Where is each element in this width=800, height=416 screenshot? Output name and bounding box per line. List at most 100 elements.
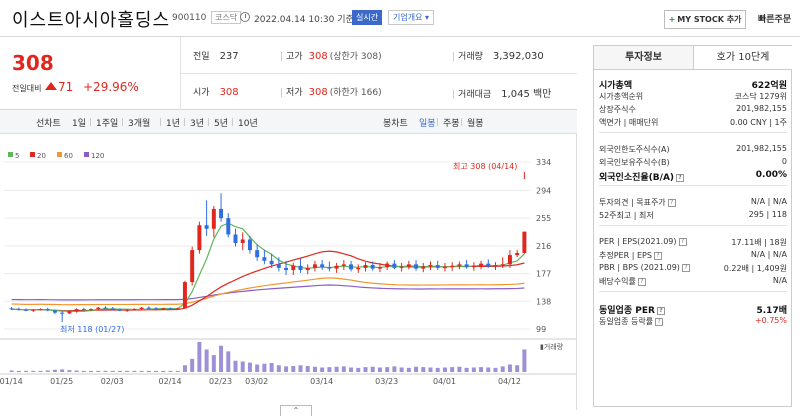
- volume-bar: [110, 370, 115, 372]
- info-label: 상장주식수: [599, 105, 636, 114]
- volume-bar: [515, 365, 520, 372]
- x-tick-label: 03/02: [245, 377, 268, 386]
- legend-label: 5: [15, 152, 19, 160]
- y-tick-label: 255: [536, 214, 551, 223]
- help-icon[interactable]: ?: [667, 198, 676, 207]
- candle-body: [52, 310, 57, 313]
- candle-body: [406, 264, 411, 267]
- candle-body: [363, 265, 368, 268]
- candle-body: [515, 252, 520, 256]
- volume-bar: [457, 366, 462, 372]
- tab-divider: [122, 118, 123, 126]
- candle-body: [255, 250, 260, 258]
- tab-candle-2[interactable]: 월봉: [467, 119, 484, 129]
- candle-body: [305, 267, 310, 271]
- volume-bar: [392, 366, 397, 372]
- panel-divider: [599, 132, 787, 133]
- tab-line-2[interactable]: 3개월: [128, 119, 151, 129]
- volume-bar: [125, 370, 130, 372]
- candle-body: [341, 264, 346, 266]
- volume-bar: [385, 367, 390, 372]
- info-value: 0.00 CNY | 1주: [729, 118, 787, 127]
- ma120-line: [11, 284, 525, 301]
- info-label: PER | EPS(2021.09)?: [599, 237, 687, 246]
- tab-order-book[interactable]: 호가 10단계: [693, 46, 792, 70]
- help-icon[interactable]: ?: [656, 306, 665, 315]
- volume: | 거래량 3,392,030: [452, 51, 544, 62]
- trade-amount: | 거래대금 1,045 백만: [452, 89, 552, 100]
- legend-label: 60: [64, 152, 73, 160]
- candle-body: [168, 308, 173, 310]
- quick-order-button[interactable]: 빠른주문: [758, 15, 792, 25]
- help-icon[interactable]: ?: [681, 263, 690, 272]
- change-amount: 71: [58, 80, 74, 94]
- help-icon[interactable]: ?: [637, 277, 646, 286]
- tab-candle-0[interactable]: 일봉: [419, 119, 436, 129]
- add-mystock-button[interactable]: + MY STOCK 추가: [664, 10, 746, 29]
- info-row: 동일업종 PER? 5.17배: [599, 303, 787, 316]
- candle-body: [16, 309, 21, 311]
- info-row: 추정PER | EPS? N/A | N/A: [599, 250, 787, 262]
- candle-body: [110, 308, 115, 310]
- info-row: 액면가 | 매매단위 0.00 CNY | 1주: [599, 117, 787, 129]
- info-label: 추정PER | EPS?: [599, 250, 662, 261]
- market-badge: 코스닥: [211, 11, 242, 24]
- candle-body: [219, 208, 224, 219]
- info-row: 52주최고 | 최저 295 | 118: [599, 210, 787, 222]
- tab-line-4[interactable]: 3년: [190, 119, 205, 129]
- x-tick-label: 01/25: [50, 377, 73, 386]
- candle-body: [320, 264, 325, 268]
- candle-body: [74, 309, 79, 312]
- volume-bar: [16, 370, 21, 372]
- volume-bar: [479, 367, 484, 372]
- candle-body: [298, 265, 303, 271]
- candle-body: [486, 263, 491, 267]
- tab-divider: [437, 118, 438, 126]
- x-tick-label: 02/23: [209, 377, 232, 386]
- info-value: N/A | N/A: [750, 197, 787, 206]
- candle-body: [81, 309, 86, 311]
- volume-bar: [522, 349, 527, 372]
- tab-investment-info[interactable]: 투자정보: [594, 46, 693, 70]
- legend-swatch: [30, 152, 35, 157]
- tab-line-5[interactable]: 5년: [214, 119, 229, 129]
- company-overview-button[interactable]: 기업개요 ▾: [388, 10, 435, 25]
- volume-bar: [146, 370, 151, 372]
- volume-bar: [255, 364, 260, 372]
- tab-line-3[interactable]: 1년: [166, 119, 181, 129]
- collapse-chart-button[interactable]: ⌃: [280, 405, 312, 416]
- tab-line-6[interactable]: 10년: [238, 119, 258, 129]
- volume-bar: [89, 370, 94, 372]
- tab-line-0[interactable]: 1일: [72, 119, 87, 129]
- tab-divider: [184, 118, 185, 126]
- info-value: 622억원: [751, 81, 787, 91]
- candle-body: [500, 264, 505, 266]
- realtime-button[interactable]: 실시간: [352, 10, 383, 25]
- y-tick-label: 138: [536, 297, 551, 306]
- info-label: 액면가 | 매매단위: [599, 118, 659, 127]
- help-icon[interactable]: ?: [653, 251, 662, 260]
- tab-candle-1[interactable]: 주봉: [443, 119, 460, 129]
- volume-bar: [291, 366, 296, 372]
- help-icon[interactable]: ?: [676, 173, 685, 182]
- low-annotation: 최저 118 (01/27): [60, 324, 124, 334]
- volume-bar: [435, 367, 440, 372]
- volume-bar: [305, 366, 310, 372]
- tab-line-1[interactable]: 1주일: [96, 119, 119, 129]
- candle-body: [493, 265, 498, 267]
- volume-bar: [96, 370, 101, 372]
- candle-body: [60, 312, 65, 314]
- candle-body: [435, 265, 440, 268]
- x-tick-label: 03/14: [310, 377, 333, 386]
- info-value: 17.11배 | 18원: [731, 238, 787, 247]
- help-icon[interactable]: ?: [678, 237, 687, 246]
- legend-swatch: [8, 152, 13, 157]
- volume-bar: [377, 367, 382, 372]
- tab-divider: [160, 118, 161, 126]
- candle-body: [45, 309, 50, 311]
- stock-chart: 334 294 255 216 177 138 99 5 20 60 120 ▮거래량 01/14 01/…: [0, 134, 577, 410]
- help-icon[interactable]: ?: [655, 317, 664, 326]
- volume-bar: [45, 370, 50, 372]
- volume-bar: [247, 362, 252, 372]
- volume-bar: [471, 367, 476, 372]
